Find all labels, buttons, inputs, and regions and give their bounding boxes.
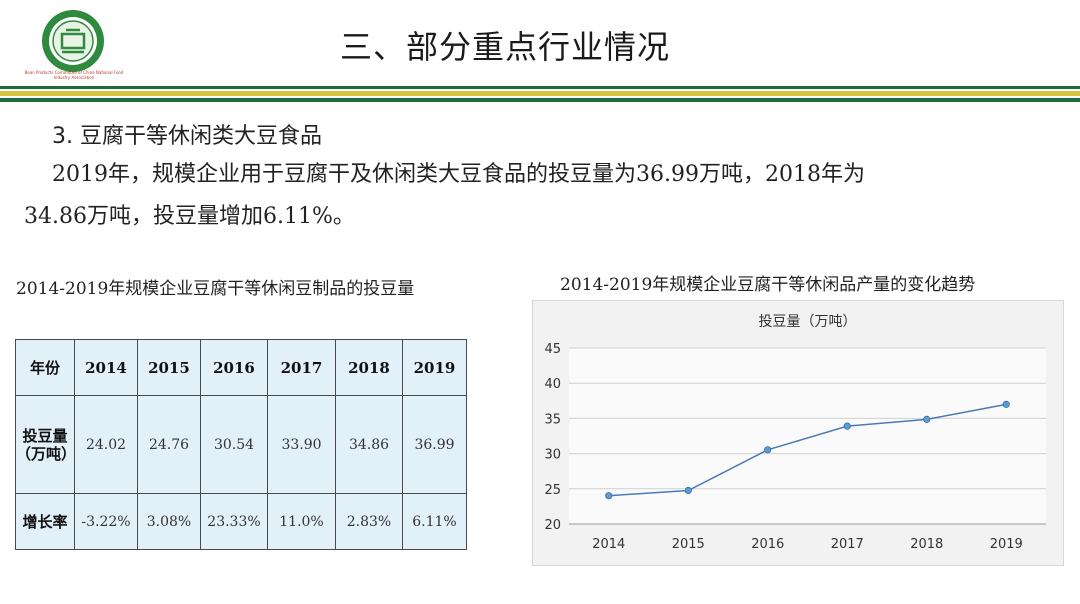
x-tick-label: 2019 [990, 537, 1023, 552]
table-row-label: 投豆量 （万吨） [15, 395, 77, 494]
logo-text: Bean Products Committee of China Nationa… [24, 70, 124, 80]
table-header-cell: 2017 [267, 339, 336, 396]
table-cell: 33.90 [267, 395, 336, 494]
slide-title: 三、部分重点行业情况 [340, 28, 671, 66]
x-tick-label: 2014 [592, 537, 625, 552]
table-header-label: 年份 [15, 339, 75, 396]
data-point [1002, 400, 1010, 408]
data-point [684, 486, 692, 495]
table-caption: 2014-2019年规模企业豆腐干等休闲豆制品的投豆量 [16, 279, 415, 299]
x-tick-label: 2017 [831, 537, 864, 552]
table-cell: -3.22% [74, 493, 138, 550]
table-cell: 2.83% [335, 493, 403, 550]
y-tick-label: 25 [544, 483, 561, 498]
y-tick-label: 45 [544, 342, 561, 357]
y-tick-label: 30 [544, 448, 561, 463]
table-header-cell: 2019 [402, 339, 467, 396]
plot-area [569, 348, 1046, 524]
table-row: 投豆量 （万吨） 24.02 24.76 30.54 33.90 34.86 3… [15, 395, 467, 494]
table-cell: 6.11% [402, 493, 467, 550]
table-header-cell: 2016 [200, 339, 268, 396]
section-heading: 3. 豆腐干等休闲类大豆食品 [52, 124, 322, 149]
table-cell: 34.86 [335, 395, 403, 494]
table-header-cell: 2014 [74, 339, 138, 396]
chart-title: 投豆量（万吨） [759, 314, 857, 330]
paragraph-line-1: 2019年，规模企业用于豆腐干及休闲类大豆食品的投豆量为36.99万吨，2018… [52, 162, 865, 187]
data-point [923, 415, 931, 423]
table-cell: 36.99 [402, 395, 467, 494]
table-cell: 23.33% [200, 493, 268, 550]
table-cell: 30.54 [200, 395, 268, 494]
header-stripe-green [0, 86, 1080, 89]
line-chart: 投豆量（万吨） 20 25 30 35 40 45 2014 2015 2016 2017 2018 2… [544, 314, 1046, 552]
data-table: 年份 2014 2015 2016 2017 2018 2019 投豆量 （万吨… [15, 339, 467, 550]
table-cell: 24.76 [137, 395, 201, 494]
y-tick-label: 20 [544, 518, 561, 533]
data-point [605, 492, 613, 500]
data-point [843, 422, 851, 430]
header-stripe-gold [0, 91, 1080, 96]
table-header-cell: 2015 [137, 339, 201, 396]
row-label-line1: 投豆量 [22, 426, 68, 445]
y-tick-label: 35 [544, 412, 561, 427]
chart-caption: 2014-2019年规模企业豆腐干等休闲品产量的变化趋势 [560, 275, 976, 295]
table-row: 增长率 -3.22% 3.08% 23.33% 11.0% 2.83% 6.11… [15, 493, 467, 550]
table-cell: 11.0% [267, 493, 336, 550]
row-label-line2: （万吨） [16, 444, 77, 463]
table-row-label: 增长率 [15, 493, 75, 550]
series-line [608, 403, 1007, 497]
data-point [764, 446, 772, 454]
logo [40, 8, 106, 74]
table-cell: 3.08% [137, 493, 201, 550]
paragraph-line-2: 34.86万吨，投豆量增加6.11%。 [24, 204, 355, 229]
table-header-row: 年份 2014 2015 2016 2017 2018 2019 [15, 339, 467, 396]
x-tick-label: 2018 [910, 537, 943, 552]
table-header-cell: 2018 [335, 339, 403, 396]
y-tick-label: 40 [544, 377, 561, 392]
x-tick-label: 2015 [672, 537, 705, 552]
header-stripe-green-lower [0, 98, 1080, 102]
x-tick-label: 2016 [751, 537, 784, 552]
table-cell: 24.02 [74, 395, 138, 494]
